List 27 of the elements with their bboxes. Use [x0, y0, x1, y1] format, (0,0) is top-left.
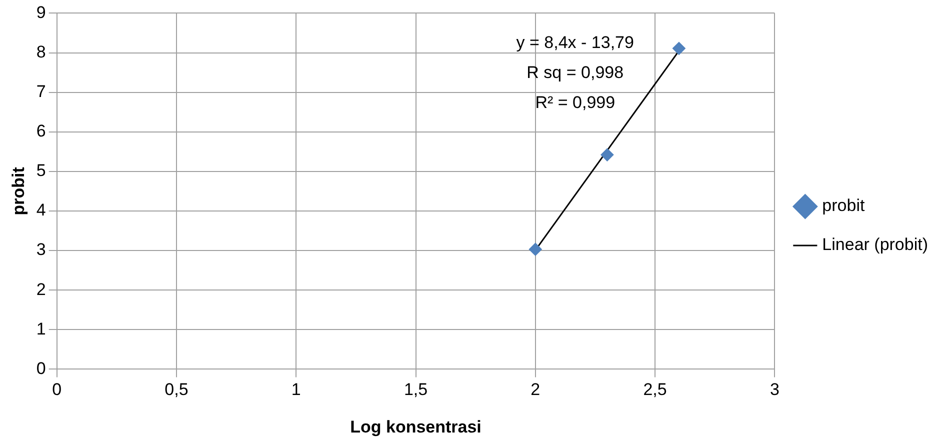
legend-label: probit — [822, 196, 865, 216]
x-tick-label: 0,5 — [164, 380, 188, 400]
y-tick-label: 9 — [36, 2, 46, 22]
annotation: R² = 0,999 — [535, 93, 616, 112]
x-tick-label: 1,5 — [404, 380, 428, 400]
y-tick-label: 0 — [36, 358, 46, 378]
x-tick-label: 2 — [530, 380, 540, 400]
annotation: y = 8,4x - 13,79 — [516, 33, 634, 52]
y-tick-label: 8 — [36, 42, 46, 62]
point — [528, 242, 542, 256]
y-tick-label: 7 — [36, 82, 46, 101]
y-tick-label: 5 — [36, 161, 46, 180]
x-tick-label: 1 — [291, 380, 301, 400]
y-tick-label: 4 — [36, 200, 46, 220]
y-axis-title: probit — [8, 166, 28, 216]
y-tick-label: 1 — [36, 319, 46, 338]
y-tick-label: 6 — [36, 122, 46, 141]
x-axis-title: Log konsentrasi — [350, 417, 482, 436]
point — [600, 148, 614, 162]
x-tick-label: 2,5 — [643, 380, 667, 400]
x-tick-label: 0 — [52, 380, 62, 400]
y-tick-label: 3 — [36, 240, 46, 260]
legend-label: Linear (probit) — [822, 235, 928, 254]
y-tick-label: 2 — [36, 280, 46, 299]
annotation: R sq = 0,998 — [526, 63, 624, 82]
point — [672, 42, 686, 55]
x-tick-label: 3 — [770, 380, 780, 400]
